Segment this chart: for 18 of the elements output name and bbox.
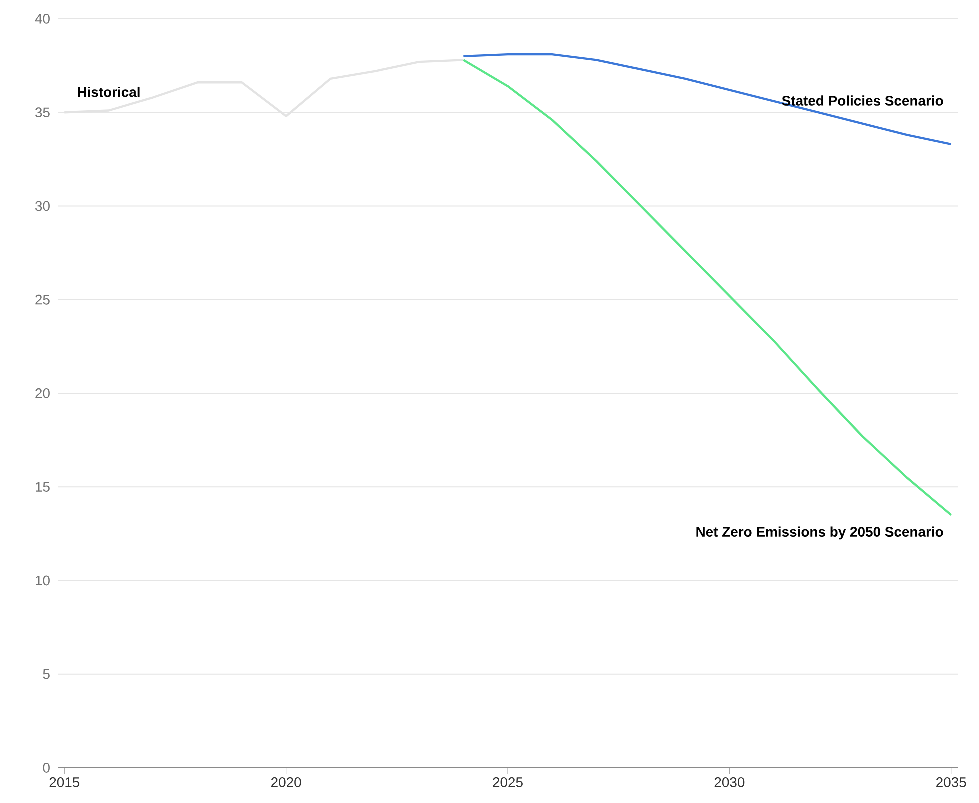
y-tick-label: 10 <box>36 576 50 586</box>
series-label: Stated Policies Scenario <box>782 96 944 106</box>
x-tick-label: 2025 <box>493 778 523 788</box>
y-tick-label: 15 <box>36 482 50 492</box>
series-label: Historical <box>78 86 140 98</box>
x-tick-label: 2015 <box>50 778 80 788</box>
y-tick-label: 40 <box>35 14 50 24</box>
y-tick-label: 5 <box>43 670 50 680</box>
x-tick-label: 2035 <box>936 778 966 788</box>
series-label: Net Zero Emissions by 2050 Scenario <box>696 526 944 540</box>
y-tick-label: 20 <box>36 388 50 398</box>
y-tick-label: 30 <box>35 201 50 212</box>
x-tick-label: 2020 <box>272 778 302 788</box>
y-tick-label: 35 <box>35 108 50 118</box>
y-tick-label: 0 <box>43 763 50 773</box>
line-series <box>64 59 465 118</box>
x-tick-label: 2030 <box>714 778 745 788</box>
y-tick-label: 25 <box>36 294 50 305</box>
